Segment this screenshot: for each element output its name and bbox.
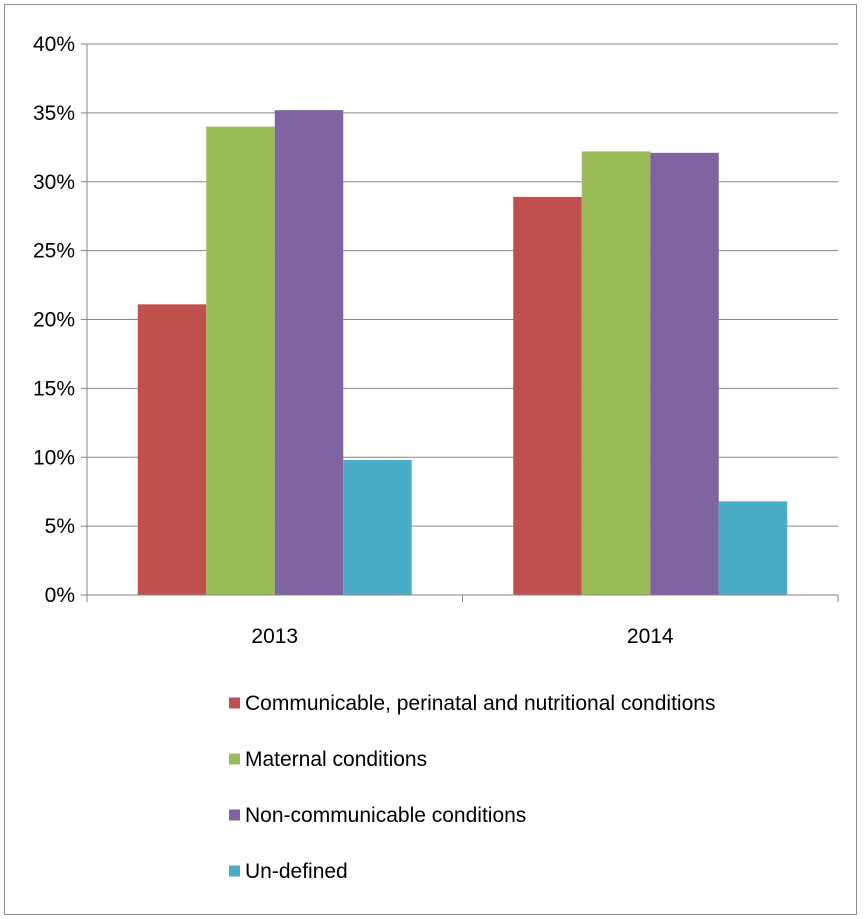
x-category-label: 2013 [251, 625, 298, 648]
x-category-label: 2014 [627, 625, 674, 648]
y-tick-label: 15% [33, 377, 75, 400]
legend-label: Non-communicable conditions [245, 804, 526, 827]
legend-swatch [229, 865, 240, 877]
legend-swatch [229, 809, 240, 821]
y-tick-label: 35% [33, 102, 75, 125]
y-tick-label: 25% [33, 240, 75, 263]
legend-swatch [229, 753, 240, 765]
bar [718, 501, 788, 595]
y-tick-label: 10% [33, 446, 75, 469]
bar [206, 126, 275, 596]
bar [650, 152, 719, 595]
y-tick-label: 30% [33, 171, 75, 194]
bar [581, 151, 651, 595]
legend-label: Un-defined [245, 860, 348, 883]
bar [137, 304, 207, 595]
legend-label: Communicable, perinatal and nutritional … [245, 692, 715, 715]
y-tick-label: 40% [33, 33, 75, 56]
x-axis-category-labels: 2013 2014 [251, 625, 674, 648]
bar [274, 110, 344, 596]
legend-label: Maternal conditions [245, 748, 427, 771]
axes [86, 44, 839, 602]
bar [343, 460, 412, 595]
y-tick-label: 5% [45, 515, 75, 538]
legend-swatch [229, 697, 240, 709]
y-tick-label: 20% [33, 309, 75, 332]
bars [137, 110, 788, 596]
y-tick-label: 0% [45, 584, 75, 607]
y-axis-tick-labels: 0% 5% 10% 15% 20% 25% 30% 35% 40% [33, 33, 75, 607]
legend: Communicable, perinatal and nutritional … [229, 692, 715, 883]
bar [513, 196, 582, 595]
